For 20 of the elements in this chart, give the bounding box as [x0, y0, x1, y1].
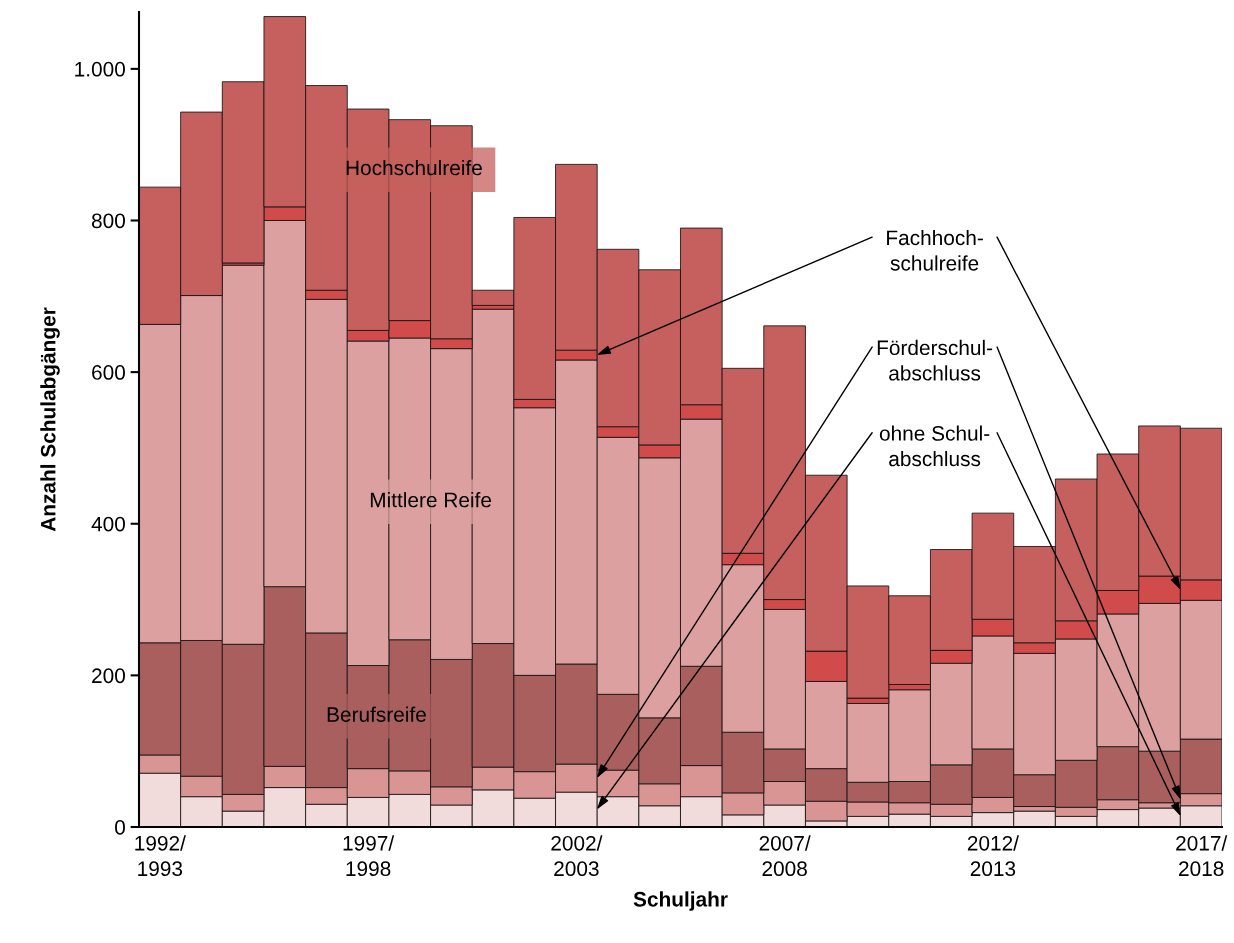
x-tick-label: 1997/ 1998	[343, 835, 395, 877]
y-tick-label: 800	[91, 213, 125, 229]
y-tick-label: 0	[115, 820, 125, 835]
y-tick-label: 400	[91, 516, 125, 532]
text: Fachhoch- schulreife	[887, 229, 983, 271]
series-label: Mittlere Reife	[370, 492, 492, 508]
x-tick-label: 2007/ 2008	[759, 835, 811, 877]
x-tick-label: 2017/ 2018	[1176, 835, 1228, 877]
series-label: Hochschulreife	[346, 159, 482, 176]
series-label: Berufsreife	[327, 706, 426, 722]
x-tick-label: 2012/ 2013	[967, 835, 1019, 877]
text: ohne Schul- abschluss	[879, 425, 990, 467]
y-axis-title: Anzahl Schulabgänger	[40, 307, 60, 532]
x-tick-label: 1992/ 1993	[135, 835, 186, 877]
y-tick-label: 200	[92, 668, 125, 684]
x-tick-label: 2002/ 2003	[551, 835, 603, 877]
x-axis-title: Schuljahr	[633, 891, 728, 911]
y-tick-label: 600	[92, 365, 125, 380]
y-tick-label: 1.000	[75, 61, 125, 77]
text: Förderschul- abschluss	[877, 339, 993, 381]
